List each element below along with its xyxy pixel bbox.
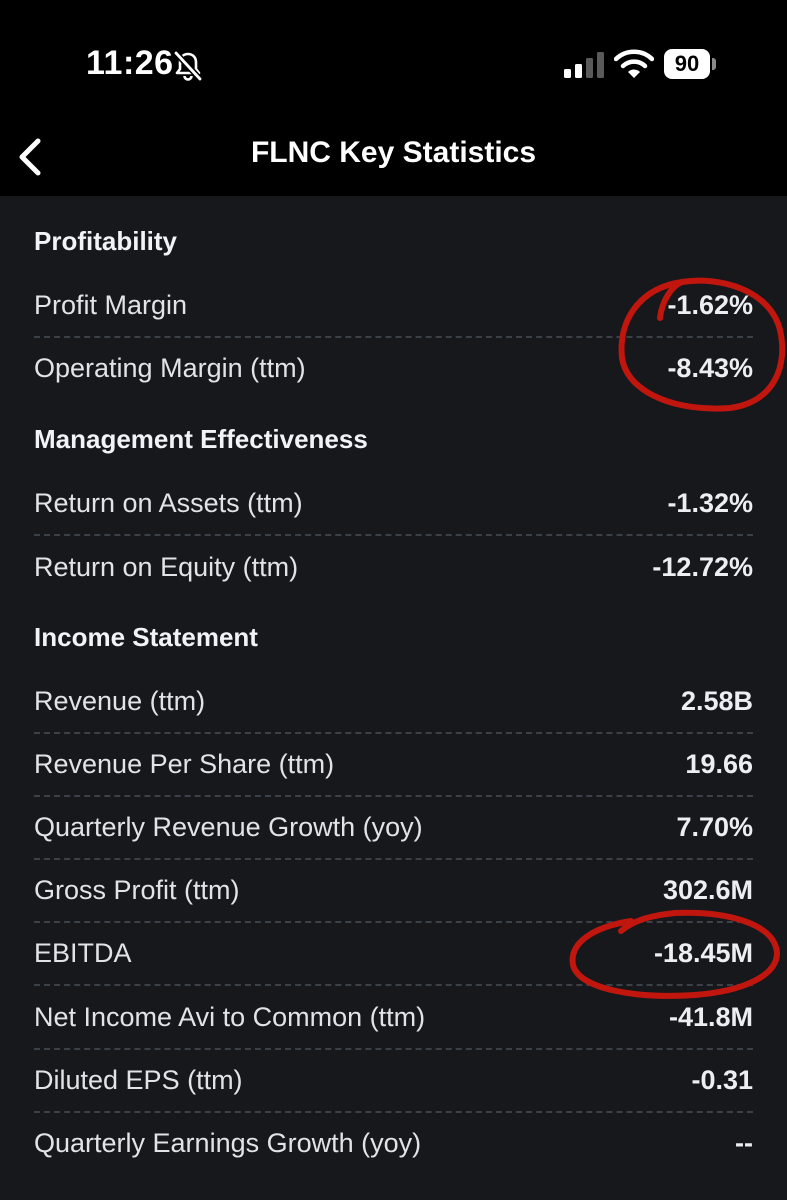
nav-bar: FLNC Key Statistics [0,120,787,196]
stat-value: -12.72% [652,552,753,582]
bell-slash-icon [173,50,203,82]
section-heading-management-effectiveness: Management Effectiveness [34,424,368,454]
stat-value: -8.43% [667,353,753,383]
stat-label: Operating Margin (ttm) [34,353,306,383]
stat-row-quarterly-revenue-growth: Quarterly Revenue Growth (yoy) 7.70% [34,798,753,860]
stat-label: Return on Equity (ttm) [34,552,299,582]
stat-value: -1.62% [667,290,753,320]
page-title: FLNC Key Statistics [250,136,537,169]
wifi-icon [614,49,654,78]
battery-icon: 90 [664,49,710,79]
stat-row-operating-margin: Operating Margin (ttm) -8.43% [34,339,753,401]
stat-row-net-income: Net Income Avi to Common (ttm) -41.8M [34,988,753,1050]
stat-row-revenue-per-share: Revenue Per Share (ttm) 19.66 [34,735,753,797]
stat-value: 19.66 [685,749,753,779]
stat-row-ebitda: EBITDA -18.45M [34,924,753,986]
stat-row-gross-profit: Gross Profit (ttm) 302.6M [34,861,753,923]
stat-value: -1.32% [667,488,753,518]
stat-value: 302.6M [662,875,753,905]
stat-label: Gross Profit (ttm) [34,875,240,905]
section-heading-income-statement: Income Statement [34,622,258,652]
status-time: 11:26 [86,44,174,82]
battery-tip [712,58,716,70]
stat-label: Revenue (ttm) [34,686,206,716]
signal-icon [564,52,604,78]
stat-row-quarterly-earnings-growth: Quarterly Earnings Growth (yoy) -- [34,1114,753,1176]
stat-label: Quarterly Revenue Growth (yoy) [34,812,423,842]
stat-label: Quarterly Earnings Growth (yoy) [34,1128,422,1158]
stat-value: -0.31 [691,1065,753,1095]
stat-row-profit-margin: Profit Margin -1.62% [34,276,753,338]
stat-label: EBITDA [34,938,132,968]
stat-row-return-on-equity: Return on Equity (ttm) -12.72% [34,538,753,600]
stat-value: 2.58B [680,686,753,716]
stat-value: -18.45M [653,938,753,968]
statistics-list: Profitability Profit Margin -1.62% Opera… [0,196,787,1200]
stat-label: Profit Margin [34,290,188,320]
stat-label: Return on Assets (ttm) [34,488,303,518]
stat-value: 7.70% [676,812,753,842]
chevron-left-icon[interactable] [14,132,48,182]
stat-row-diluted-eps: Diluted EPS (ttm) -0.31 [34,1051,753,1113]
stat-value: -- [735,1128,753,1158]
stat-label: Revenue Per Share (ttm) [34,749,335,779]
stat-label: Net Income Avi to Common (ttm) [34,1002,426,1032]
stat-row-return-on-assets: Return on Assets (ttm) -1.32% [34,474,753,536]
stat-value: -41.8M [668,1002,753,1032]
stat-label: Diluted EPS (ttm) [34,1065,243,1095]
section-heading-profitability: Profitability [34,226,178,256]
status-bar: 11:26 90 [0,0,787,120]
stat-row-revenue: Revenue (ttm) 2.58B [34,672,753,734]
